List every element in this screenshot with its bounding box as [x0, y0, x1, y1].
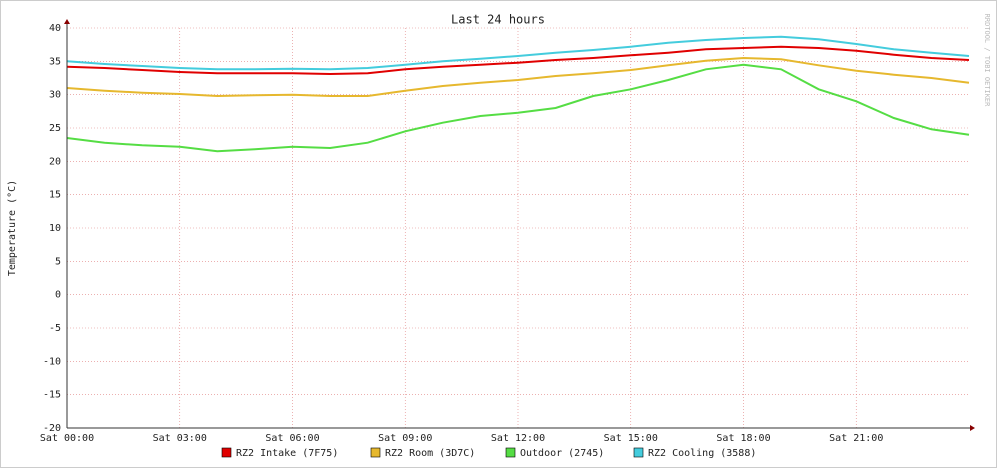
legend-label: Outdoor (2745): [520, 448, 604, 459]
legend-swatch: [370, 447, 381, 458]
legend-label: RZ2 Cooling (3588): [648, 448, 756, 459]
y-tick-label: -20: [43, 423, 61, 434]
x-tick-label: Sat 09:00: [378, 433, 432, 444]
y-tick-label: 5: [55, 256, 61, 267]
x-tick-label: Sat 15:00: [604, 433, 658, 444]
y-tick-label: -15: [43, 390, 61, 401]
legend-swatch: [221, 447, 232, 458]
y-tick-label: 25: [49, 123, 61, 134]
y-arrow: [64, 19, 70, 24]
x-tick-label: Sat 12:00: [491, 433, 545, 444]
axes: [64, 19, 975, 431]
legend-swatch: [505, 447, 516, 458]
y-tick-label: 10: [49, 223, 61, 234]
series-line: [66, 63, 970, 153]
chart-title: Last 24 hours: [451, 13, 545, 27]
legend: RZ2 Intake (7F75) RZ2 Room (3D7C) Outdoor …: [221, 447, 756, 459]
series-line: [66, 35, 970, 71]
watermark: RRDTOOL / TOBI OETIKER: [983, 14, 991, 108]
series-line: [66, 56, 970, 98]
legend-swatch: [633, 447, 644, 458]
legend-label: RZ2 Room (3D7C): [385, 448, 475, 459]
plot: [66, 35, 970, 153]
series-line: [66, 45, 970, 76]
x-tick-label: Sat 03:00: [153, 433, 207, 444]
y-axis-label: Temperature (°C): [7, 180, 18, 276]
y-tick-label: 40: [49, 23, 61, 34]
x-tick-label: Sat 18:00: [716, 433, 770, 444]
x-tick-label: Sat 00:00: [40, 433, 94, 444]
legend-label: RZ2 Intake (7F75): [236, 448, 338, 459]
y-tick-label: 20: [49, 156, 61, 167]
y-tick-label: -10: [43, 356, 61, 367]
y-tick-label: 30: [49, 90, 61, 101]
x-arrow: [970, 425, 975, 431]
y-tick-label: 0: [55, 290, 61, 301]
y-tick-label: 15: [49, 190, 61, 201]
y-tick-label: 35: [49, 56, 61, 67]
x-tick-label: Sat 06:00: [265, 433, 319, 444]
x-tick-label: Sat 21:00: [829, 433, 883, 444]
y-tick-label: -5: [49, 323, 61, 334]
